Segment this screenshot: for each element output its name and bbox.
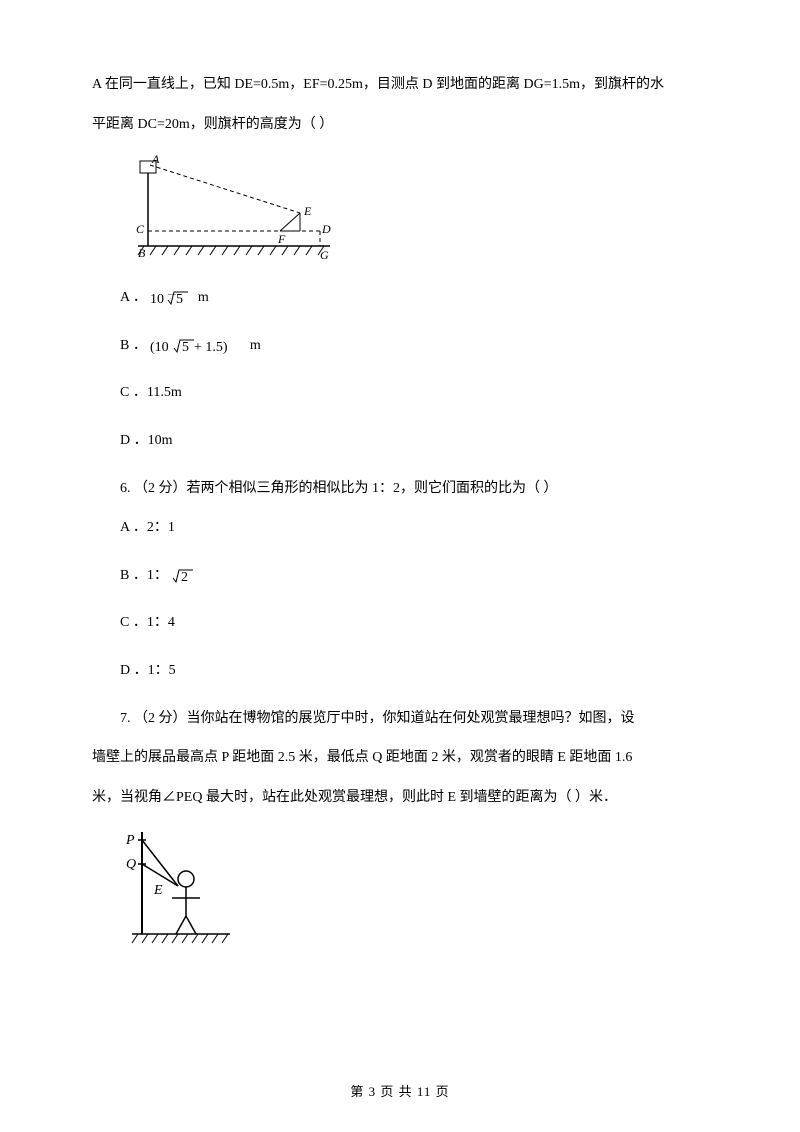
q7-stem-line1: 7. （2 分）当你站在博物馆的展览厅中时，你知道站在何处观赏最理想吗？如图，设: [92, 702, 708, 736]
q6-option-b: B ．1： 2: [92, 559, 708, 593]
page-footer: 第 3 页 共 11 页: [0, 1081, 800, 1100]
svg-text:5: 5: [176, 292, 183, 307]
q5-label-C: C: [136, 222, 145, 236]
q5-label-B: B: [138, 246, 146, 260]
q5-figure: A B C F E D G: [120, 151, 708, 271]
q7-label-E: E: [153, 883, 163, 898]
svg-text:10: 10: [150, 292, 164, 307]
q6-option-c: C ．1：4: [92, 606, 708, 640]
q5-label-F: F: [277, 232, 286, 246]
q7-label-Q: Q: [126, 857, 136, 872]
q5-option-b: B ． (10 5 + 1.5) m: [92, 329, 708, 363]
q7-stem-line2: 墙壁上的展品最高点 P 距地面 2.5 米，最低点 Q 距地面 2 米，观赏者的…: [92, 741, 708, 775]
q6-option-a: A ．2：1: [92, 511, 708, 545]
q7-label-P: P: [125, 833, 135, 848]
q7-stem-line3: 米，当视角∠PEQ 最大时，站在此处观赏最理想，则此时 E 到墙壁的距离为（ ）…: [92, 781, 708, 815]
svg-text:2: 2: [181, 570, 188, 585]
svg-text:(10: (10: [150, 340, 169, 355]
q5-continuation-line1: A 在同一直线上，已知 DE=0.5m，EF=0.25m，目测点 D 到地面的距…: [92, 68, 708, 102]
q5-continuation-line2: 平距离 DC=20m，则旗杆的高度为（ ）: [92, 108, 708, 142]
q5-label-E: E: [303, 204, 312, 218]
q5-option-d: D ．10m: [92, 424, 708, 458]
q7-figure: P Q E: [120, 824, 708, 954]
svg-text:+ 1.5): + 1.5): [194, 340, 228, 355]
q5-label-D: D: [321, 222, 331, 236]
q5-option-c: C ．11.5m: [92, 376, 708, 410]
q5-label-A: A: [151, 152, 160, 166]
q6-stem: 6. （2 分）若两个相似三角形的相似比为 1：2，则它们面积的比为（ ）: [92, 472, 708, 506]
q6-option-d: D ．1：5: [92, 654, 708, 688]
q5-label-G: G: [320, 248, 329, 262]
svg-text:5: 5: [182, 340, 189, 355]
q5-option-a: A ． 10 __ 5 m: [92, 281, 708, 315]
